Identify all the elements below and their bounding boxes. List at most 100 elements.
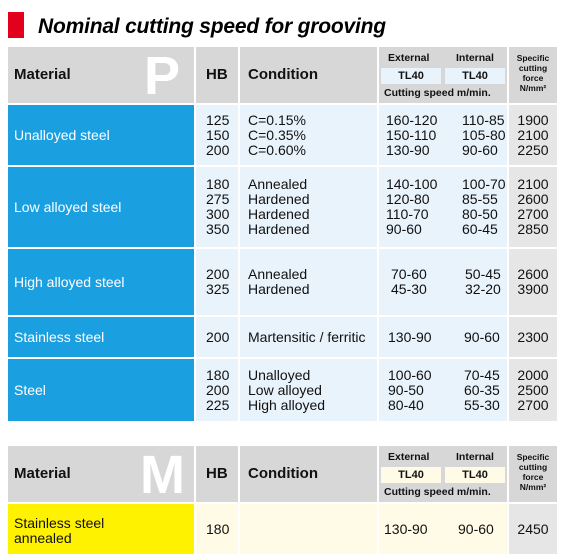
hb-value: 225 — [206, 396, 230, 413]
force-value: 2500 — [517, 381, 549, 398]
row-force-low-alloyed-steel: 2100 2600 2700 2850 — [509, 167, 557, 247]
force-value: 3900 — [517, 281, 549, 297]
header-cutting-speed: Cutting speed m/min. — [384, 87, 491, 99]
condition-value: Martensitic / ferritic — [248, 328, 366, 345]
force-value: 2300 — [517, 328, 549, 345]
material-label: Unalloyed steel — [14, 127, 110, 143]
iso-letter-p: P — [144, 46, 181, 106]
row-force-high-alloyed-steel: 2600 3900 — [509, 249, 557, 315]
row-speed-stainless-steel-annealed: 130-90 90-60 — [379, 504, 507, 554]
condition-value: Annealed — [248, 266, 308, 282]
header-hb-cell: HB — [196, 47, 238, 103]
internal-speed: 32-20 — [465, 281, 501, 297]
header-internal: Internal — [456, 52, 494, 64]
header-tl-external: TL40 — [381, 68, 441, 84]
force-value: 2100 — [517, 176, 549, 192]
hb-value: 200 — [206, 266, 230, 282]
internal-speed: 50-45 — [465, 266, 501, 282]
row-condition-high-alloyed-steel: Annealed Hardened — [240, 249, 377, 315]
material-label: Stainless steel annealed — [14, 515, 105, 546]
row-force-unalloyed-steel: 1900 2100 2250 — [509, 105, 557, 165]
condition-value: Unalloyed — [248, 366, 311, 383]
external-speed: 45-30 — [391, 281, 427, 297]
hb-value: 200 — [206, 328, 230, 345]
external-speed: 90-50 — [388, 381, 424, 398]
internal-speed: 60-45 — [462, 221, 498, 237]
condition-value: C=0.35% — [248, 126, 306, 143]
header-condition: Condition — [248, 465, 318, 482]
header-cutting: cutting — [518, 462, 548, 472]
header-external: External — [388, 52, 430, 64]
row-material-stainless-steel: Stainless steel — [8, 317, 194, 357]
row-material-unalloyed-steel: Unalloyed steel — [8, 105, 194, 165]
material-label: Low alloyed steel — [14, 199, 122, 215]
header-tl-internal: TL40 — [445, 68, 505, 84]
internal-speed: 60-35 — [464, 381, 500, 398]
row-force-stainless-steel-annealed: 2450 — [509, 504, 557, 554]
external-speed: 130-90 — [388, 328, 432, 345]
row-condition-stainless-steel-annealed — [240, 504, 377, 554]
force-value: 2600 — [517, 266, 549, 282]
row-force-stainless-steel: 2300 — [509, 317, 557, 357]
hb-value: 125 — [206, 111, 230, 128]
condition-value: C=0.15% — [248, 111, 306, 128]
material-label: Steel — [14, 382, 46, 398]
hb-value: 275 — [206, 191, 230, 207]
header-unit: N/mm² — [519, 482, 547, 492]
hb-value: 150 — [206, 126, 230, 143]
iso-letter-m: M — [140, 445, 185, 505]
header-speed-cell: External Internal TL40 TL40 Cutting spee… — [379, 47, 507, 103]
force-value: 2100 — [517, 126, 549, 143]
force-value: 2700 — [517, 206, 549, 222]
header-material-cell: Material M — [8, 446, 194, 502]
header-hb: HB — [206, 66, 228, 83]
force-value: 2700 — [517, 396, 549, 413]
external-speed: 80-40 — [388, 396, 424, 413]
external-speed: 110-70 — [386, 206, 429, 222]
internal-speed: 90-60 — [462, 141, 498, 158]
header-condition-cell: Condition — [240, 47, 377, 103]
row-speed-low-alloyed-steel: 140-100 100-70 120-80 85-55 110-70 80-50 90… — [379, 167, 507, 247]
external-speed: 70-60 — [391, 266, 427, 282]
header-tl-internal: TL40 — [445, 467, 505, 483]
condition-value: Hardened — [248, 221, 310, 237]
header-unit: N/mm² — [519, 83, 547, 93]
row-condition-stainless-steel: Martensitic / ferritic — [240, 317, 377, 357]
condition-value: High alloyed — [248, 396, 326, 413]
header-tl-external: TL40 — [381, 467, 441, 483]
force-value: 2850 — [517, 221, 549, 237]
internal-speed: 70-45 — [464, 366, 500, 383]
header-specific: Specific — [516, 452, 550, 462]
hb-value: 350 — [206, 221, 230, 237]
force-value: 2600 — [517, 191, 549, 207]
header-force: force — [522, 73, 544, 83]
condition-value: C=0.60% — [248, 141, 306, 158]
header-material: Material — [14, 66, 71, 83]
hb-value: 300 — [206, 206, 230, 222]
force-value: 2250 — [517, 141, 549, 158]
row-speed-steel: 100-60 70-45 90-50 60-35 80-40 55-30 — [379, 359, 507, 421]
hb-value: 180 — [206, 176, 230, 192]
header-speed-cell: External Internal TL40 TL40 Cutting spee… — [379, 446, 507, 502]
row-material-steel: Steel — [8, 359, 194, 421]
external-speed: 130-90 — [386, 141, 430, 158]
internal-speed: 110-85 — [462, 111, 505, 128]
header-condition: Condition — [248, 66, 318, 83]
row-hb-steel: 180 200 225 — [196, 359, 238, 421]
external-speed: 90-60 — [386, 221, 422, 237]
header-hb: HB — [206, 465, 228, 482]
internal-speed: 90-60 — [464, 328, 500, 345]
hb-value: 200 — [206, 381, 230, 398]
title-accent-bar — [8, 12, 24, 38]
internal-speed: 100-70 — [462, 176, 506, 192]
condition-value: Hardened — [248, 281, 310, 297]
external-speed: 130-90 — [384, 520, 428, 537]
header-material-cell: Material P — [8, 47, 194, 103]
external-speed: 140-100 — [386, 176, 438, 192]
internal-speed: 105-80 — [462, 126, 506, 143]
material-label: Stainless steel — [14, 329, 105, 345]
row-hb-high-alloyed-steel: 200 325 — [196, 249, 238, 315]
material-label: High alloyed steel — [14, 274, 125, 290]
row-condition-low-alloyed-steel: Annealed Hardened Hardened Hardened — [240, 167, 377, 247]
header-force-cell: Specific cutting force N/mm² — [509, 446, 557, 502]
